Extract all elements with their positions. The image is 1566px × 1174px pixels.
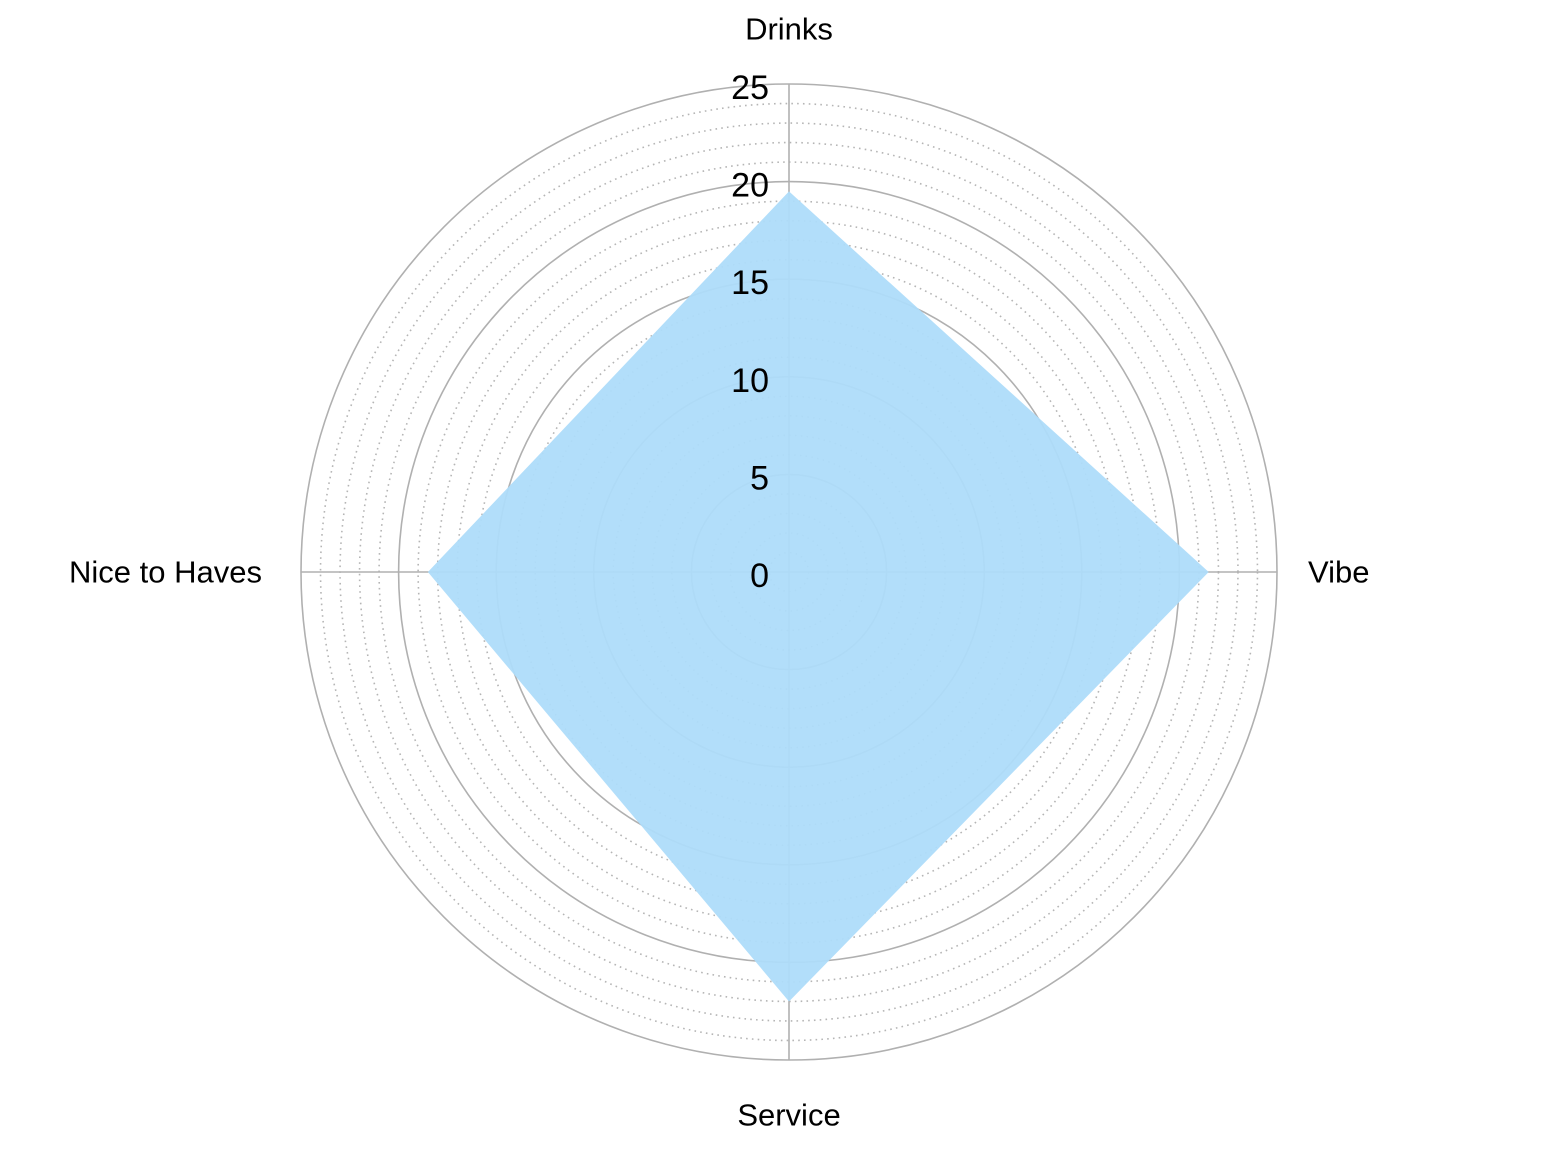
series-layer [427,191,1209,1002]
radial-tick-label: 0 [750,557,769,595]
tick-labels: 0 5 10 15 20 25 [731,69,769,595]
radial-tick-label: 10 [731,362,769,400]
axis-label-vibe: Vibe [1308,555,1370,590]
axis-labels: Drinks Vibe Service Nice to Haves [69,12,1369,1133]
radial-tick-label: 25 [731,69,769,107]
series-area [427,191,1209,1002]
radial-tick-label: 15 [731,264,769,302]
axis-label-service: Service [737,1098,840,1133]
radial-tick-label: 20 [731,167,769,205]
radial-tick-label: 5 [750,459,769,497]
axis-label-nice-to-haves: Nice to Haves [69,555,262,590]
axis-label-drinks: Drinks [745,12,833,47]
